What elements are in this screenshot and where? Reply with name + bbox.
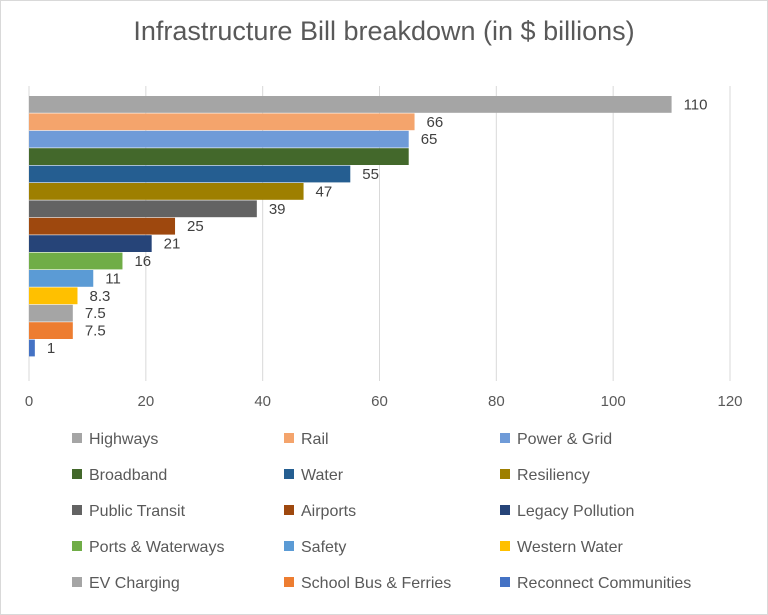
legend-swatch (284, 505, 294, 515)
x-tick-label: 40 (254, 393, 271, 410)
data-label: 55 (362, 166, 379, 183)
legend-item: Rail (284, 431, 329, 451)
legend-label: Reconnect Communities (517, 575, 692, 592)
bar (29, 148, 409, 165)
x-tick-label: 120 (717, 393, 742, 410)
legend-item: Ports & Waterways (72, 539, 224, 559)
legend-label: Power & Grid (517, 431, 613, 448)
legend-item: Public Transit (72, 503, 185, 523)
legend-swatch (500, 469, 510, 479)
bar (29, 270, 94, 287)
bar (29, 96, 672, 113)
data-label: 11 (105, 270, 121, 287)
legend-item: Highways (72, 431, 158, 451)
bar (29, 200, 257, 218)
legend-swatch (72, 505, 82, 515)
x-tick-label: 80 (488, 393, 505, 410)
legend-item: School Bus & Ferries (284, 575, 451, 595)
bar (29, 165, 351, 183)
legend-swatch (284, 577, 294, 587)
bar (29, 287, 78, 305)
legend-item: Power & Grid (500, 431, 612, 451)
data-label: 110 (684, 96, 708, 113)
data-label: 25 (187, 218, 204, 235)
legend-swatch (500, 433, 510, 443)
bars (29, 96, 672, 357)
legend-label: Water (301, 467, 344, 484)
legend-label: Broadband (89, 467, 168, 484)
x-tick-label: 100 (601, 393, 626, 410)
x-tick-label: 0 (25, 393, 33, 410)
data-label: 39 (269, 201, 286, 218)
data-label: 7.5 (85, 305, 106, 322)
legend-label: Public Transit (89, 503, 186, 520)
legend-swatch (500, 541, 510, 551)
legend-label: EV Charging (89, 575, 180, 592)
legend-label: Highways (89, 431, 159, 448)
legend-swatch (72, 541, 82, 551)
bar (29, 183, 304, 200)
legend-item: Broadband (72, 467, 167, 487)
bar (29, 252, 123, 270)
bar (29, 130, 409, 148)
legend-label: Western Water (517, 539, 623, 556)
legend-item: Reconnect Communities (500, 575, 691, 595)
legend-label: Legacy Pollution (517, 503, 635, 520)
bar (29, 235, 152, 252)
data-label: 66 (427, 114, 444, 131)
legend-label: Airports (301, 503, 357, 520)
legend-swatch (284, 541, 294, 551)
legend-item: Safety (284, 539, 346, 559)
legend-swatch (284, 469, 294, 479)
legend-item: Legacy Pollution (500, 503, 634, 523)
data-label: 1 (47, 340, 55, 357)
legend-label: Ports & Waterways (89, 539, 225, 556)
legend-swatch (500, 577, 510, 587)
data-label: 21 (164, 236, 181, 253)
legend-swatch (284, 433, 294, 443)
data-label: 16 (134, 253, 151, 270)
legend-swatch (500, 505, 510, 515)
data-label: 7.5 (85, 323, 106, 340)
legend-item: Airports (284, 503, 356, 523)
chart-title: Infrastructure Bill breakdown (in $ bill… (133, 16, 635, 46)
x-tick-label: 20 (137, 393, 154, 410)
legend-item: EV Charging (72, 575, 180, 595)
legend-swatch (72, 469, 82, 479)
bar (29, 339, 35, 357)
legend-swatch (72, 433, 82, 443)
legend-label: Resiliency (517, 467, 590, 484)
bar (29, 304, 73, 322)
bar (29, 217, 176, 235)
x-axis-ticks: 0 20 40 60 80 100 120 (25, 393, 743, 410)
legend-label: Safety (301, 539, 347, 556)
legend-label: School Bus & Ferries (301, 575, 452, 592)
legend-label: Rail (301, 431, 329, 448)
legend-item: Western Water (500, 539, 623, 559)
bar (29, 113, 415, 131)
data-label: 65 (421, 131, 438, 148)
legend-item: Water (284, 467, 343, 487)
data-label: 47 (316, 183, 333, 200)
x-tick-label: 60 (371, 393, 388, 410)
bar (29, 322, 73, 339)
legend-swatch (72, 577, 82, 587)
legend-item: Resiliency (500, 467, 590, 487)
data-label: 8.3 (89, 288, 110, 305)
